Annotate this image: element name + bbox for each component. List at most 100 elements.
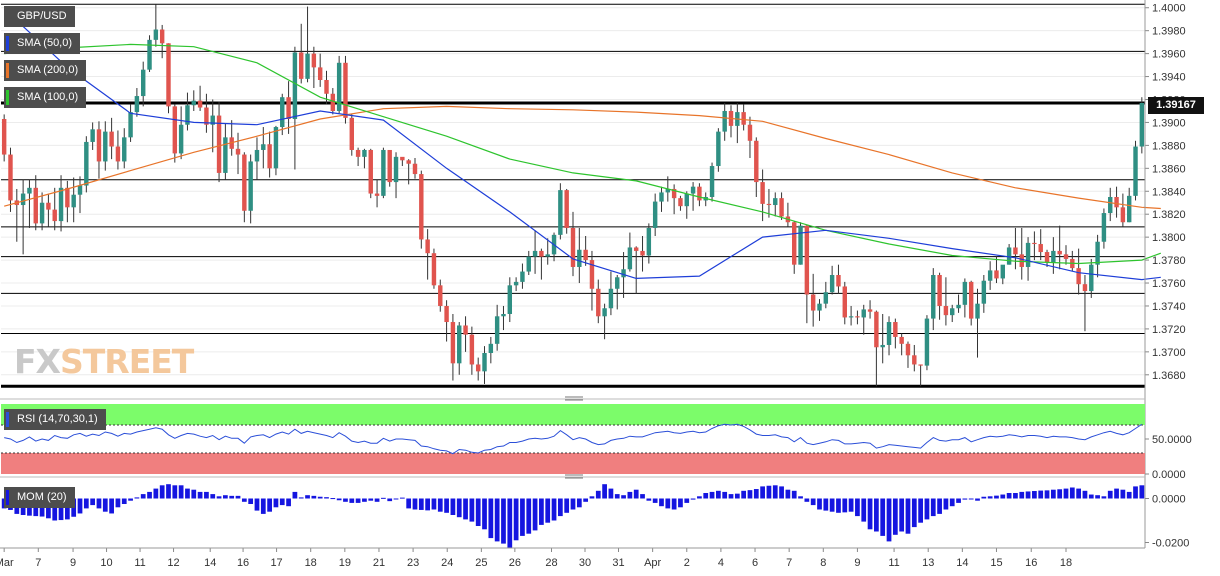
- price-tick-label: 1.4000: [1152, 3, 1186, 15]
- momentum-bar: [918, 498, 923, 523]
- momentum-bar: [317, 496, 323, 499]
- candles: [1, 4, 1145, 387]
- momentum-bar: [539, 498, 544, 525]
- time-tick-label: 23: [407, 557, 419, 569]
- candle-down: [197, 100, 203, 108]
- momentum-bar: [817, 498, 822, 510]
- momentum-bar: [867, 498, 873, 530]
- candle-up: [71, 194, 76, 208]
- momentum-bar: [362, 498, 367, 502]
- time-tick-label: 24: [441, 557, 453, 569]
- momentum-bar: [621, 495, 626, 499]
- momentum-bar: [1038, 490, 1044, 499]
- momentum-bar: [848, 498, 854, 512]
- price-tick-label: 1.3840: [1152, 186, 1186, 198]
- rsi-line: [4, 423, 1143, 455]
- time-tick-label: 16: [1025, 557, 1037, 569]
- candle-down: [52, 209, 57, 222]
- candle-down: [792, 222, 797, 265]
- candle-down: [1114, 197, 1119, 208]
- candle-up: [153, 29, 159, 40]
- candle-down: [583, 249, 588, 261]
- candle-down: [968, 281, 974, 319]
- momentum-bar: [874, 498, 879, 532]
- candle-down: [842, 286, 847, 318]
- momentum-bar: [614, 494, 620, 499]
- momentum-bar: [943, 498, 949, 510]
- candle-down: [438, 285, 443, 306]
- price-tick-label: 1.3800: [1152, 232, 1186, 244]
- momentum-bar: [387, 498, 393, 502]
- time-tick-label: Mar: [0, 557, 14, 569]
- time-tick-label: 30: [579, 557, 591, 569]
- candle-up: [722, 110, 727, 132]
- watermark-street: STREET: [60, 342, 194, 381]
- momentum-bar: [684, 498, 690, 503]
- candle-down: [235, 148, 241, 155]
- price-axis: 1.40001.39801.39601.39401.39201.39001.38…: [1144, 0, 1186, 548]
- candle-up: [1101, 213, 1107, 242]
- pane-dividers[interactable]: [0, 396, 1145, 549]
- candle-down: [387, 149, 392, 183]
- momentum-bar: [355, 498, 361, 503]
- candle-down: [804, 225, 810, 295]
- momentum-bar: [1082, 490, 1088, 499]
- candle-up: [627, 247, 633, 270]
- momentum-bar: [235, 495, 241, 499]
- rsi-label[interactable]: RSI (14,70,30,1): [4, 409, 106, 430]
- momentum-bar: [456, 498, 462, 518]
- momentum-bar: [279, 498, 285, 506]
- momentum-bar: [930, 498, 936, 517]
- momentum-bar: [399, 497, 405, 499]
- momentum-bar: [305, 495, 310, 499]
- candle-up: [1000, 264, 1006, 279]
- momentum-bar: [602, 484, 607, 499]
- candle-down: [640, 250, 645, 256]
- candle-down: [810, 294, 816, 311]
- mom-text: MOM (20): [17, 491, 67, 503]
- candle-up: [532, 250, 538, 257]
- sma100-label[interactable]: SMA (100,0): [4, 87, 87, 108]
- candle-up: [39, 202, 45, 224]
- candle-up: [684, 193, 689, 207]
- momentum-bar: [229, 495, 235, 499]
- momentum-bar: [1025, 491, 1031, 499]
- momentum-bar: [576, 498, 582, 508]
- symbol-label[interactable]: GBP/USD: [4, 6, 75, 27]
- momentum-bar: [760, 486, 765, 499]
- momentum-bar: [185, 488, 190, 499]
- momentum-bar: [267, 498, 272, 512]
- candle-up: [1051, 250, 1056, 263]
- time-tick-label: 7: [786, 557, 792, 569]
- rsi-color-swatch: [6, 412, 9, 427]
- mom-label[interactable]: MOM (20): [4, 487, 75, 508]
- momentum-bar: [475, 498, 481, 526]
- momentum-bar: [96, 498, 102, 509]
- time-tick-label: Apr: [644, 557, 661, 569]
- sma50-label[interactable]: SMA (50,0): [4, 33, 81, 54]
- momentum-bar: [46, 498, 51, 519]
- price-tick-label: 1.3780: [1152, 255, 1186, 267]
- candle-down: [1019, 254, 1024, 267]
- candle-down: [855, 316, 860, 318]
- momentum-bar: [83, 498, 89, 509]
- candle-up: [494, 316, 500, 344]
- sma200-label[interactable]: SMA (200,0): [4, 60, 87, 81]
- candle-down: [425, 239, 430, 254]
- candle-down: [1038, 244, 1043, 253]
- momentum-bar: [551, 498, 557, 521]
- candle-up: [513, 281, 519, 286]
- candle-down: [994, 270, 999, 279]
- momentum-bar: [469, 498, 475, 522]
- momentum-bar: [671, 498, 677, 510]
- momentum-bar: [1044, 490, 1050, 499]
- candle-up: [1089, 264, 1094, 292]
- candle-up: [577, 249, 582, 267]
- candle-up: [191, 100, 196, 106]
- time-tick-label: 7: [35, 557, 41, 569]
- candle-up: [140, 69, 146, 97]
- candle-down: [419, 174, 424, 240]
- candle-down: [899, 336, 904, 344]
- momentum-bar: [690, 498, 696, 500]
